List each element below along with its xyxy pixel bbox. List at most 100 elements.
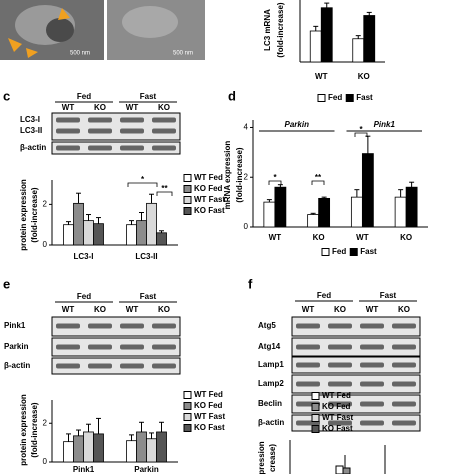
error-bar: [365, 135, 371, 154]
legend-label: KO Fast: [194, 206, 225, 215]
rotated-label: protein expression: [19, 179, 28, 251]
blot-row-label: Lamp2: [258, 379, 284, 388]
panel-label: d: [228, 88, 236, 103]
y-tick-label: 0: [244, 222, 249, 231]
y-axis-label: (fold-increase): [30, 402, 39, 457]
legend-swatch: [183, 207, 192, 215]
bar: [156, 431, 167, 463]
blot-row-label: LC3-II: [20, 126, 42, 135]
legend-label: KO Fed: [322, 402, 351, 411]
bar: [394, 196, 407, 228]
blot-band: [120, 128, 144, 134]
bar: [263, 201, 276, 228]
y-axis-label: protein expression: [19, 179, 28, 251]
legend-swatch: [311, 425, 320, 433]
rotated-label: (fold-increase): [30, 402, 39, 457]
legend-swatch: [317, 94, 326, 102]
group-label: Pink1: [374, 120, 396, 129]
blot-band: [152, 128, 176, 134]
legend-label: WT Fed: [194, 390, 223, 399]
significance-label: *: [273, 173, 277, 182]
bar: [93, 223, 104, 246]
blot-band: [88, 117, 112, 123]
bar: [318, 197, 331, 228]
legend-swatch: [345, 94, 354, 102]
blot-band: [360, 323, 384, 329]
condition-label: Fast: [140, 292, 157, 301]
y-axis-label: (fold-increase): [30, 187, 39, 242]
significance-label: *: [359, 125, 363, 134]
blot-band: [56, 117, 80, 123]
bar: [63, 224, 74, 246]
genotype-label: KO: [158, 103, 170, 112]
condition-label: Fed: [317, 291, 331, 300]
legend-swatch: [183, 424, 192, 432]
x-tick-label: WT: [356, 233, 369, 242]
bar: [63, 441, 74, 463]
error-bar: [159, 421, 164, 432]
error-bar: [354, 189, 360, 198]
blot-band: [120, 117, 144, 123]
y-tick-label: 2: [43, 418, 48, 427]
error-bar: [129, 434, 134, 441]
arrow: [26, 48, 38, 58]
y-axis-label: mRNA expression: [223, 141, 232, 210]
y-axis-label: (fold-increase): [276, 2, 285, 57]
blot-strip: [51, 337, 181, 357]
blot-band: [328, 401, 352, 407]
bar: [83, 431, 94, 463]
error-bar: [139, 212, 144, 221]
bar: [136, 431, 147, 463]
bar: [363, 15, 376, 63]
y-axis-label: crease): [268, 444, 277, 472]
bar: [405, 186, 418, 228]
condition-label: Fed: [77, 292, 91, 301]
blot-band: [88, 128, 112, 134]
genotype-label: WT: [126, 103, 139, 112]
bar: [136, 220, 147, 246]
blot-row-label: Atg5: [258, 321, 276, 330]
blot-band: [392, 323, 416, 329]
blot-band: [56, 363, 80, 369]
rotated-label: (fold-increase): [30, 187, 39, 242]
blot-strip: [291, 414, 421, 432]
legend-swatch: [183, 391, 192, 399]
y-axis-label: protein expression: [19, 394, 28, 466]
legend-label: KO Fast: [322, 424, 353, 433]
scale-bar-label: 500 nm: [70, 51, 90, 57]
significance-label: **: [161, 184, 168, 193]
x-tick-label: Parkin: [134, 465, 159, 474]
genotype-label: KO: [334, 305, 346, 314]
blot-band: [56, 344, 80, 350]
bar: [83, 220, 94, 246]
legend-label: KO Fed: [194, 401, 223, 410]
blot-band: [152, 363, 176, 369]
blot-band: [328, 323, 352, 329]
error-bar: [266, 199, 272, 203]
blot-band: [152, 344, 176, 350]
legend-label: Fast: [360, 247, 377, 256]
blot-row-label: Atg14: [258, 342, 281, 351]
blot-strip: [291, 316, 421, 337]
rotated-label: LC3 mRNA: [263, 9, 272, 51]
bar: [350, 196, 363, 228]
legend-label: KO Fed: [194, 184, 223, 193]
blot-band: [88, 145, 112, 151]
blot-row-label: β-actin: [258, 418, 284, 427]
bar: [309, 30, 322, 63]
x-tick-label: WT: [269, 233, 282, 242]
blot-band: [392, 381, 416, 387]
bar: [274, 186, 287, 228]
error-bar: [76, 429, 81, 436]
blot-band: [296, 381, 320, 387]
blot-band: [56, 145, 80, 151]
blot-strip: [51, 112, 181, 141]
blot-band: [56, 128, 80, 134]
y-tick-label: 0: [43, 240, 48, 249]
em-texture: [46, 18, 74, 42]
bar: [361, 153, 374, 228]
error-bar: [139, 421, 144, 432]
blot-band: [152, 145, 176, 151]
genotype-label: KO: [94, 103, 106, 112]
